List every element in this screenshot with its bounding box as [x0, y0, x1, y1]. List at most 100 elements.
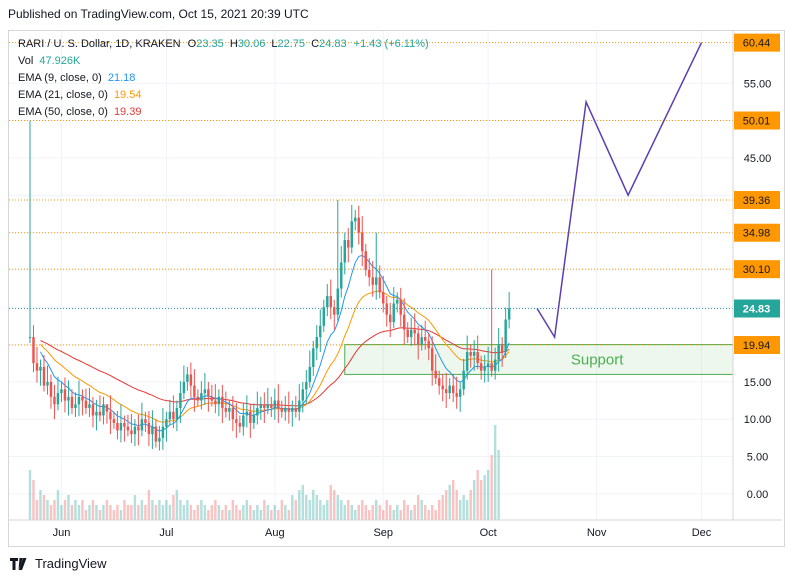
candle-body — [347, 240, 350, 248]
volume-bar — [137, 505, 140, 520]
volume-bar — [273, 505, 277, 520]
level-label-bg — [734, 223, 780, 242]
level-label-bg — [734, 260, 780, 279]
volume-bar — [217, 505, 221, 520]
candle-body — [179, 393, 182, 409]
candle-body — [420, 337, 423, 345]
volume-bar — [448, 485, 451, 520]
volume-bar — [403, 500, 406, 520]
level-label-bg — [734, 33, 780, 52]
volume-bar — [357, 505, 360, 520]
volume-bar — [329, 485, 333, 520]
price-chart[interactable]: Support 0.005.0010.0015.0020.0025.0030.0… — [9, 31, 782, 546]
volume-bar — [277, 510, 280, 520]
volume-bar — [441, 495, 444, 520]
low-value: 22.75 — [277, 38, 306, 50]
volume-bar — [231, 500, 235, 520]
volume-bar — [497, 450, 500, 520]
candle-body — [490, 363, 493, 371]
volume-bar — [490, 455, 493, 520]
candle-body — [291, 408, 294, 412]
candle-body — [60, 389, 63, 394]
y-tick-label: 45.00 — [744, 153, 772, 165]
volume-bar — [493, 425, 497, 520]
candle-body — [256, 408, 259, 416]
x-tick-label: Nov — [587, 527, 607, 539]
candle-body — [472, 352, 476, 356]
volume-bar — [256, 505, 259, 520]
candle-body — [462, 370, 465, 390]
volume-bar — [305, 495, 308, 520]
candle-body — [53, 396, 56, 405]
volume-bar — [420, 500, 423, 520]
volume-bar — [347, 500, 350, 520]
candle-body — [476, 352, 479, 364]
volume-bar — [119, 510, 123, 520]
volume-bar — [259, 510, 263, 520]
x-tick-label: Jul — [159, 527, 173, 539]
volume-bar — [102, 505, 105, 520]
candle-body — [280, 408, 284, 412]
volume-bar — [84, 510, 88, 520]
volume-bar — [203, 505, 207, 520]
volume-bar — [392, 510, 395, 520]
candle-body — [294, 408, 298, 412]
candle-body — [133, 426, 137, 435]
change-value: +1.43 (+6.11%) — [353, 38, 429, 50]
candle-body — [382, 292, 385, 304]
open-label: O — [187, 38, 197, 50]
candle-body — [396, 299, 399, 304]
volume-bars — [28, 425, 500, 520]
candle-body — [375, 277, 378, 285]
candle-body — [221, 396, 224, 409]
candle-body — [434, 370, 437, 379]
candle-body — [413, 329, 416, 334]
candle-body — [430, 348, 434, 371]
x-tick-label: Aug — [265, 527, 285, 539]
volume-bar — [189, 505, 193, 520]
ema21-label: EMA (21, close, 0) — [18, 89, 108, 101]
candle-body — [423, 337, 427, 341]
candle-body — [305, 381, 308, 390]
candle-body — [172, 411, 175, 420]
level-label-bg — [734, 336, 780, 355]
low-label: L — [271, 38, 278, 50]
volume-bar — [67, 495, 70, 520]
volume-bar — [252, 510, 256, 520]
volume-bar — [168, 505, 172, 520]
candle-body — [130, 430, 133, 435]
candle-body — [168, 411, 172, 420]
volume-bar — [326, 500, 329, 520]
volume-bar — [483, 475, 486, 520]
candle-body — [63, 389, 67, 401]
volume-bar — [200, 500, 203, 520]
volume-bar — [378, 505, 381, 520]
volume-bar — [91, 500, 95, 520]
candle-body — [105, 404, 109, 412]
volume-bar — [486, 470, 490, 520]
candle-body — [284, 408, 287, 412]
volume-bar — [193, 510, 196, 520]
volume-bar — [182, 505, 186, 520]
candle-body — [504, 319, 507, 353]
candle-body — [32, 337, 35, 364]
candle-body — [371, 277, 374, 285]
candle-body — [151, 426, 154, 435]
volume-bar — [263, 500, 266, 520]
candle-body — [392, 303, 395, 323]
volume-bar — [336, 495, 339, 520]
volume-bar — [476, 470, 479, 520]
volume-bar — [95, 505, 98, 520]
axes: 0.005.0010.0015.0020.0025.0030.0035.0040… — [9, 31, 782, 539]
volume-bar — [322, 505, 326, 520]
candle-body — [88, 404, 91, 409]
volume-bar — [210, 505, 214, 520]
horizontal-levels — [9, 42, 733, 346]
volume-bar — [469, 490, 472, 520]
volume-bar — [28, 470, 32, 520]
candle-body — [84, 400, 88, 409]
candle-body — [507, 308, 511, 320]
volume-bar — [409, 510, 413, 520]
candle-body — [42, 366, 46, 386]
candle-body — [479, 363, 483, 371]
